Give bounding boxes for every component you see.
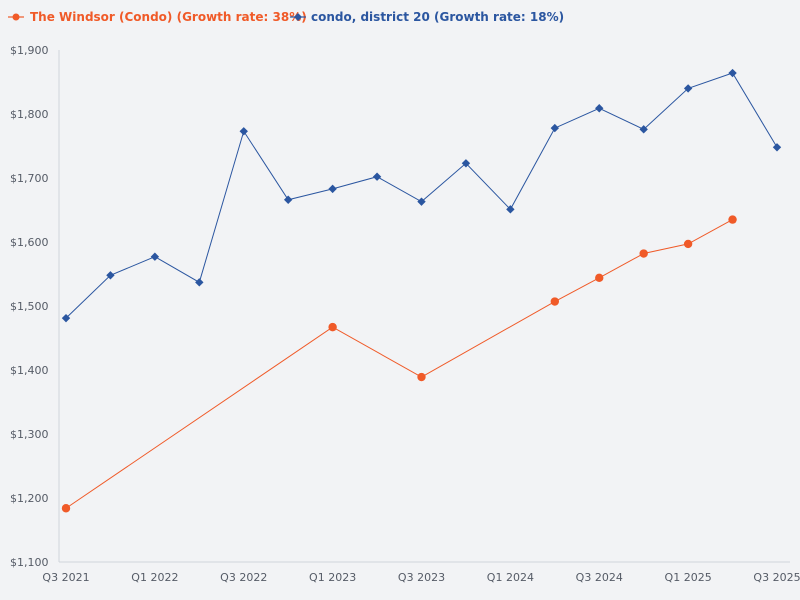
legend-item-district[interactable]: condo, district 20 (Growth rate: 18%) bbox=[290, 10, 564, 24]
data-point[interactable] bbox=[283, 195, 293, 204]
data-point[interactable] bbox=[328, 184, 337, 194]
data-point[interactable] bbox=[328, 322, 337, 332]
data-point[interactable] bbox=[550, 123, 560, 133]
chart-legend: The Windsor (Condo) (Growth rate: 38%) c… bbox=[8, 10, 564, 24]
y-tick-label: $1,100 bbox=[10, 556, 49, 569]
series-layer bbox=[61, 68, 782, 513]
data-point[interactable] bbox=[150, 252, 160, 261]
x-tick-label: Q1 2024 bbox=[487, 571, 534, 584]
data-point[interactable] bbox=[550, 297, 560, 306]
x-tick-label: Q3 2022 bbox=[220, 571, 267, 584]
data-point[interactable] bbox=[239, 127, 248, 136]
y-tick-label: $1,700 bbox=[10, 172, 49, 185]
data-point[interactable] bbox=[683, 84, 693, 93]
y-tick-label: $1,400 bbox=[10, 364, 49, 377]
y-tick-label: $1,900 bbox=[10, 44, 49, 57]
series-line bbox=[65, 219, 733, 509]
y-tick-label: $1,500 bbox=[10, 300, 49, 313]
data-point[interactable] bbox=[61, 504, 71, 513]
data-point[interactable] bbox=[506, 205, 515, 214]
data-point[interactable] bbox=[728, 215, 737, 224]
series-windsor bbox=[61, 215, 737, 513]
legend-label-windsor: The Windsor (Condo) (Growth rate: 38%) bbox=[30, 10, 307, 24]
x-tick-label: Q3 2021 bbox=[42, 571, 89, 584]
x-tick-label: Q1 2025 bbox=[665, 571, 712, 584]
data-point[interactable] bbox=[728, 68, 737, 78]
y-tick-label: $1,200 bbox=[10, 492, 49, 505]
series-line bbox=[65, 72, 778, 319]
data-point[interactable] bbox=[106, 271, 115, 280]
data-point[interactable] bbox=[639, 125, 648, 134]
data-point[interactable] bbox=[461, 159, 471, 168]
chart-axes bbox=[58, 50, 790, 563]
legend-label-district: condo, district 20 (Growth rate: 18%) bbox=[311, 10, 564, 24]
data-point[interactable] bbox=[195, 278, 204, 287]
data-point[interactable] bbox=[683, 239, 693, 249]
data-point[interactable] bbox=[417, 372, 426, 382]
series-district bbox=[61, 68, 782, 323]
legend-item-windsor[interactable]: The Windsor (Condo) (Growth rate: 38%) bbox=[8, 10, 307, 24]
y-tick-label: $1,800 bbox=[10, 108, 49, 121]
x-axis-ticks: Q3 2021 Q1 2022 Q3 2022 Q1 2023 Q3 2023 Q1 20… bbox=[42, 571, 800, 584]
x-tick-label: Q3 2023 bbox=[398, 571, 445, 584]
x-tick-label: Q3 2025 bbox=[753, 571, 800, 584]
y-tick-label: $1,600 bbox=[10, 236, 49, 249]
data-point[interactable] bbox=[639, 249, 648, 258]
y-axis-ticks: $1,100 $1,200 $1,300 $1,400 $1,500 $1,600 $1,7… bbox=[10, 44, 49, 569]
x-tick-label: Q1 2022 bbox=[131, 571, 178, 584]
data-point[interactable] bbox=[61, 313, 71, 323]
data-point[interactable] bbox=[372, 172, 382, 181]
x-tick-label: Q3 2024 bbox=[576, 571, 623, 584]
legend-swatch-windsor-marker bbox=[12, 13, 20, 21]
x-tick-label: Q1 2023 bbox=[309, 571, 356, 584]
y-tick-label: $1,300 bbox=[10, 428, 49, 441]
legend-swatch-district-marker bbox=[294, 13, 302, 21]
data-point[interactable] bbox=[595, 273, 604, 283]
data-point[interactable] bbox=[595, 104, 604, 113]
data-point[interactable] bbox=[772, 143, 782, 152]
data-point[interactable] bbox=[417, 197, 426, 206]
